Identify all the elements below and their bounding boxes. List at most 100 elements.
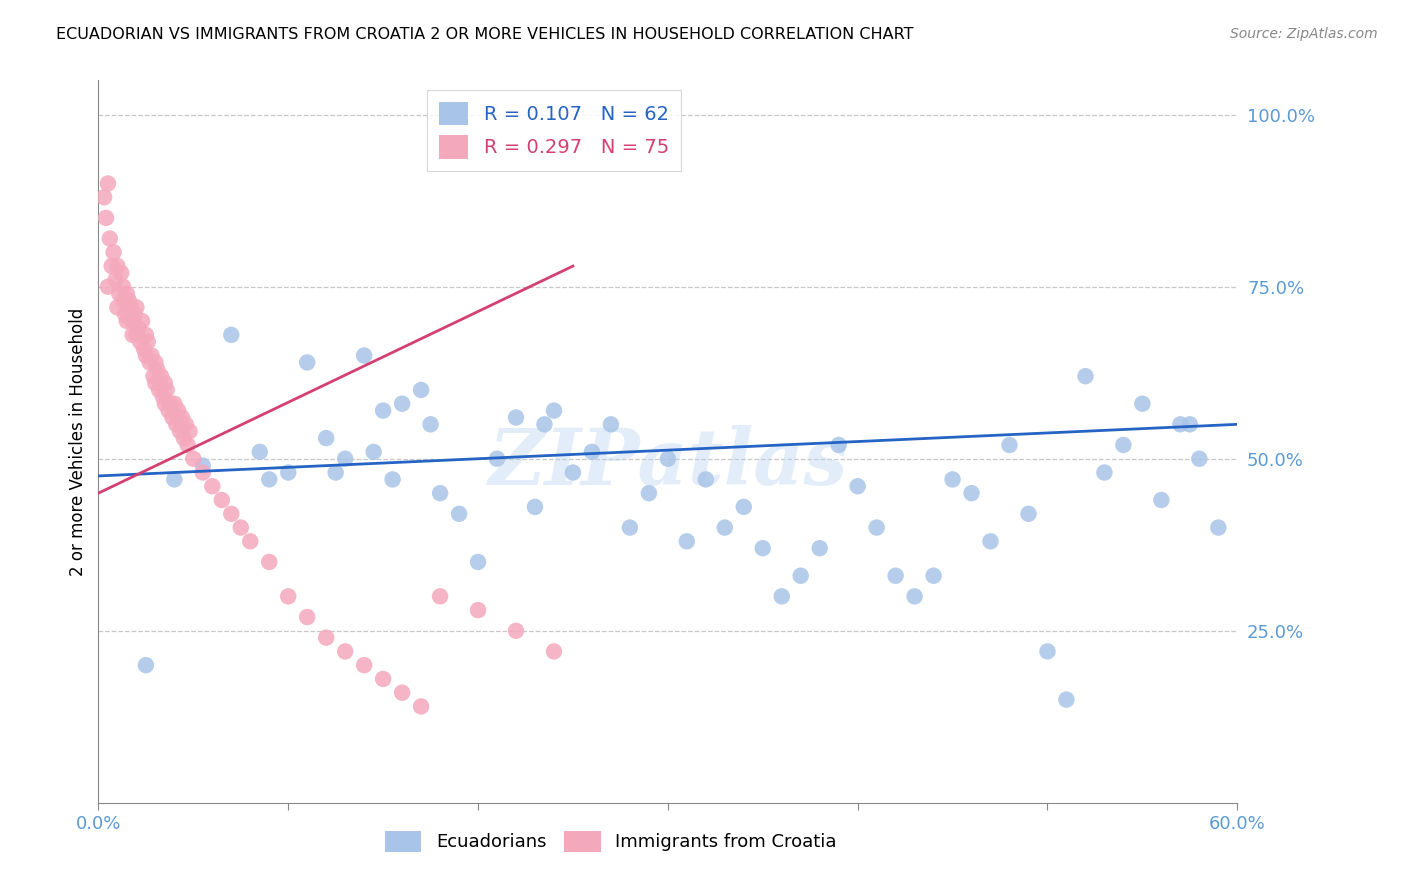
Point <box>183 451 205 466</box>
Point <box>136 334 159 349</box>
Point <box>486 451 509 466</box>
Point <box>733 500 755 514</box>
Point <box>1188 451 1211 466</box>
Point <box>524 500 547 514</box>
Point <box>429 486 451 500</box>
Point <box>146 362 169 376</box>
Point <box>884 568 907 582</box>
Point <box>100 259 122 273</box>
Point <box>135 327 157 342</box>
Point <box>150 369 173 384</box>
Point <box>998 438 1021 452</box>
Point <box>174 417 197 432</box>
Point <box>315 431 337 445</box>
Point <box>714 520 737 534</box>
Point <box>447 507 470 521</box>
Point <box>1178 417 1201 432</box>
Point <box>562 466 585 480</box>
Point <box>148 383 170 397</box>
Point <box>170 410 193 425</box>
Point <box>167 403 190 417</box>
Point <box>1112 438 1135 452</box>
Point <box>1132 397 1154 411</box>
Point <box>467 555 489 569</box>
Point <box>419 417 441 432</box>
Point <box>846 479 869 493</box>
Point <box>98 231 121 245</box>
Point <box>108 286 131 301</box>
Point <box>165 417 187 432</box>
Point <box>176 438 198 452</box>
Point <box>127 321 149 335</box>
Point <box>363 445 385 459</box>
Point <box>125 301 148 315</box>
Point <box>505 410 527 425</box>
Point <box>142 369 165 384</box>
Point <box>135 658 157 673</box>
Text: ZIPatlas: ZIPatlas <box>488 425 848 501</box>
Text: ECUADORIAN VS IMMIGRANTS FROM CROATIA 2 OR MORE VEHICLES IN HOUSEHOLD CORRELATIO: ECUADORIAN VS IMMIGRANTS FROM CROATIA 2 … <box>56 27 914 42</box>
Point <box>191 466 214 480</box>
Point <box>156 383 179 397</box>
Point <box>353 658 375 673</box>
Point <box>752 541 775 556</box>
Point <box>145 355 167 369</box>
Point <box>259 555 281 569</box>
Point <box>543 403 565 417</box>
Point <box>221 507 243 521</box>
Point <box>676 534 699 549</box>
Point <box>411 699 433 714</box>
Point <box>153 397 176 411</box>
Point <box>429 590 451 604</box>
Point <box>112 293 135 308</box>
Point <box>371 672 394 686</box>
Point <box>114 307 136 321</box>
Point <box>1170 417 1192 432</box>
Point <box>353 349 375 363</box>
Point <box>132 342 155 356</box>
Point <box>638 486 661 500</box>
Point <box>770 590 793 604</box>
Point <box>124 307 146 321</box>
Point <box>942 472 965 486</box>
Point <box>411 383 433 397</box>
Point <box>93 190 115 204</box>
Point <box>169 424 191 438</box>
Point <box>828 438 851 452</box>
Point <box>118 293 141 308</box>
Point <box>211 493 233 508</box>
Point <box>1018 507 1040 521</box>
Point <box>391 686 413 700</box>
Text: Source: ZipAtlas.com: Source: ZipAtlas.com <box>1230 27 1378 41</box>
Point <box>103 245 125 260</box>
Point <box>104 273 127 287</box>
Point <box>619 520 641 534</box>
Point <box>131 314 153 328</box>
Point <box>922 568 945 582</box>
Point <box>145 376 167 390</box>
Point <box>297 610 319 624</box>
Point <box>600 417 623 432</box>
Point <box>112 279 135 293</box>
Point <box>97 279 120 293</box>
Point <box>159 397 181 411</box>
Legend: Ecuadorians, Immigrants from Croatia: Ecuadorians, Immigrants from Croatia <box>378 823 844 859</box>
Point <box>581 445 603 459</box>
Point <box>141 349 163 363</box>
Point <box>808 541 831 556</box>
Point <box>229 520 252 534</box>
Point <box>121 314 143 328</box>
Point <box>1036 644 1059 658</box>
Point <box>163 397 186 411</box>
Point <box>129 334 152 349</box>
Point <box>371 403 394 417</box>
Point <box>121 327 143 342</box>
Point <box>1150 493 1173 508</box>
Point <box>173 431 195 445</box>
Point <box>1094 466 1116 480</box>
Point <box>120 301 142 315</box>
Point <box>467 603 489 617</box>
Point <box>94 211 117 225</box>
Point <box>221 327 243 342</box>
Point <box>790 568 813 582</box>
